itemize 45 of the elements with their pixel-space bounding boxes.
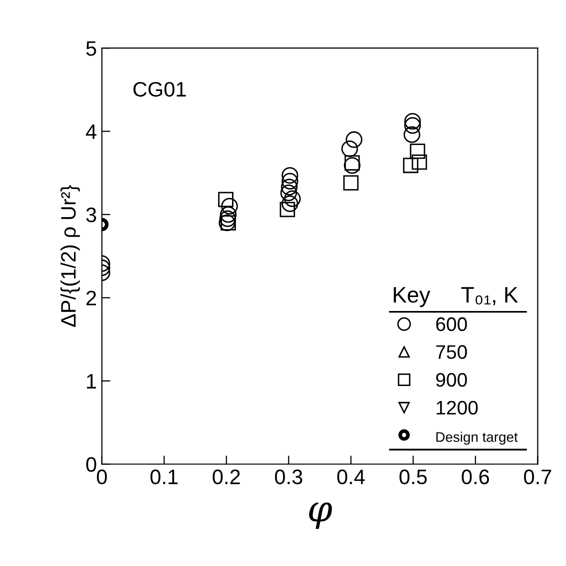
point [280, 202, 296, 218]
legend-label: 600 [436, 317, 467, 332]
point [344, 155, 360, 171]
point [280, 178, 298, 196]
point [412, 154, 428, 170]
point [404, 112, 421, 130]
point [344, 157, 360, 174]
legend-title: Key T₀₁, K [394, 287, 518, 308]
legend-label: 750 [436, 345, 467, 359]
point [280, 184, 297, 202]
point [403, 158, 418, 174]
legend-label: 900 [436, 373, 467, 387]
point [221, 198, 238, 215]
x-axis-title: φ [309, 502, 332, 529]
y-tick-label: 5 [86, 41, 96, 56]
x-tick-label: 0.3 [274, 470, 302, 484]
y-tick-label: 3 [86, 208, 96, 222]
point [284, 190, 301, 208]
y-axis-title: ΔP/{(1/2) ρ Ur²} [60, 185, 80, 327]
point [282, 195, 298, 212]
x-tick-label: 0.1 [150, 470, 178, 484]
y-tick-label: 2 [86, 290, 96, 306]
point [404, 126, 420, 143]
annotation: CG01 [133, 82, 186, 97]
point [218, 192, 234, 208]
point [346, 131, 362, 148]
point [219, 210, 236, 228]
point [404, 117, 421, 134]
point [343, 175, 359, 191]
x-tick-label: 0.4 [337, 470, 365, 484]
x-tick-label: 0.2 [212, 470, 240, 484]
x-tick-label: 0 [96, 470, 107, 484]
x-tick-label: 0.6 [462, 470, 490, 484]
point [410, 144, 426, 159]
y-tick-label: 0 [86, 457, 96, 472]
x-tick-label: 0.7 [524, 470, 552, 484]
point [282, 172, 298, 190]
point [341, 140, 358, 158]
legend-label: Design target [436, 432, 518, 445]
x-tick-label: 0.5 [400, 470, 427, 484]
legend-label: 1200 [436, 400, 478, 415]
point [282, 167, 298, 184]
y-tick-label: 1 [87, 374, 96, 388]
point [220, 206, 237, 223]
y-tick-label: 4 [86, 124, 96, 139]
